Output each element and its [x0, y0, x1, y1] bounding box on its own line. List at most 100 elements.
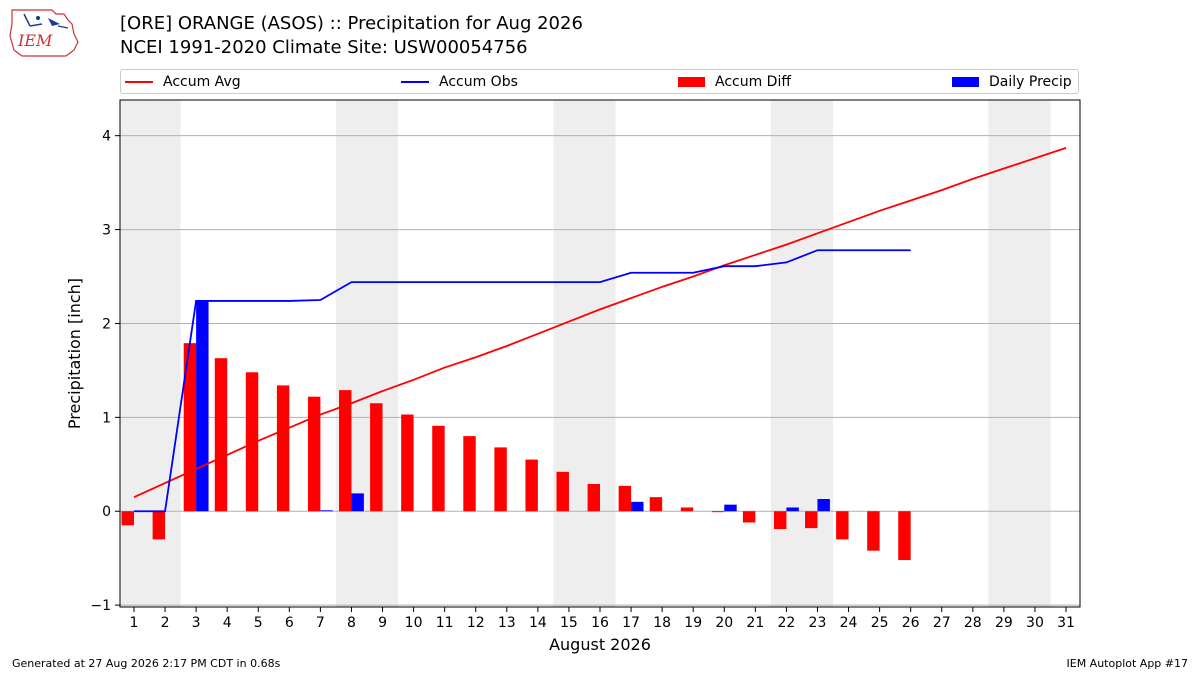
x-tick-label: 19: [684, 615, 702, 631]
accum-diff-bar: [711, 511, 725, 513]
accum-diff-bar: [245, 372, 259, 512]
accum-diff-swatch: [678, 77, 705, 87]
accum-diff-bar: [618, 485, 632, 512]
accum-diff-bar: [587, 484, 600, 512]
daily-precip-swatch: [952, 77, 979, 87]
footer-generated: Generated at 27 Aug 2026 2:17 PM CDT in …: [12, 657, 281, 670]
daily-precip-bar: [786, 507, 799, 512]
x-tick-label: 1: [130, 615, 139, 631]
weekend-band: [770, 100, 834, 607]
accum-diff-bar: [339, 390, 352, 512]
y-tick-label: −1: [90, 598, 111, 614]
legend-label-accum-obs: Accum Obs: [439, 74, 518, 90]
iem-logo: IEM: [9, 9, 79, 57]
title-line-2: NCEI 1991-2020 Climate Site: USW00054756: [120, 37, 528, 58]
daily-precip-bar: [196, 300, 209, 512]
accum-diff-bar: [401, 414, 414, 512]
logo-text: IEM: [17, 31, 53, 50]
y-tick-label: 4: [102, 129, 111, 145]
weekend-band: [553, 100, 616, 607]
accum-diff-bar: [742, 511, 756, 523]
x-tick-label: 26: [902, 615, 920, 631]
accum-diff-bar: [432, 425, 445, 512]
accum-obs-line: [133, 249, 911, 513]
accum-diff-bar: [370, 403, 383, 512]
x-tick-label: 20: [715, 615, 733, 631]
accum-diff-bar: [463, 436, 476, 512]
accum-diff-bar: [307, 396, 321, 512]
accum-avg-line: [133, 147, 1067, 498]
x-tick-label: 15: [560, 615, 578, 631]
x-tick-label: 8: [347, 615, 356, 631]
x-tick-label: 2: [161, 615, 170, 631]
x-tick-label: 16: [591, 615, 609, 631]
weekend-band: [988, 100, 1051, 607]
x-tick-label: 6: [285, 615, 294, 631]
accum-diff-bar: [649, 497, 663, 512]
x-tick-label: 5: [254, 615, 263, 631]
weekend-band: [335, 100, 399, 607]
x-tick-label: 10: [405, 615, 423, 631]
legend-label-daily-precip: Daily Precip: [989, 74, 1072, 90]
daily-precip-bar: [817, 499, 830, 512]
daily-precip-bar: [724, 504, 737, 512]
x-tick-label: 17: [622, 615, 640, 631]
chart-title: [ORE] ORANGE (ASOS) :: Precipitation for…: [120, 12, 583, 60]
accum-diff-bar: [152, 511, 166, 540]
accum-diff-bar: [898, 511, 911, 561]
accum-diff-bar: [214, 358, 228, 512]
x-tick-label: 14: [529, 615, 547, 631]
x-tick-label: 30: [1026, 615, 1044, 631]
x-tick-label: 25: [871, 615, 889, 631]
accum-avg-swatch: [125, 81, 153, 83]
accum-diff-bar: [494, 447, 507, 512]
accum-diff-bar: [525, 459, 538, 512]
x-tick-label: 4: [223, 615, 232, 631]
y-axis-label: Precipitation [inch]: [65, 278, 84, 429]
accum-diff-bar: [805, 511, 818, 529]
accum-diff-bar: [121, 511, 134, 526]
x-tick-label: 13: [498, 615, 516, 631]
y-tick-label: 2: [102, 316, 111, 332]
x-tick-label: 3: [192, 615, 201, 631]
y-tick-label: 1: [102, 410, 111, 426]
legend-item-accum-diff: Accum Diff: [678, 73, 791, 91]
accum-diff-bar: [867, 511, 880, 551]
legend-item-daily-precip: Daily Precip: [952, 73, 1072, 91]
x-tick-label: 7: [316, 615, 325, 631]
title-line-1: [ORE] ORANGE (ASOS) :: Precipitation for…: [120, 13, 583, 34]
x-tick-label: 11: [436, 615, 454, 631]
x-axis-label: August 2026: [549, 635, 651, 654]
x-tick-label: 23: [809, 615, 827, 631]
legend-item-accum-avg: Accum Avg: [125, 73, 241, 91]
accum-diff-bar: [183, 343, 197, 512]
accum-diff-bar: [773, 511, 787, 530]
daily-precip-bar: [631, 501, 644, 512]
x-tick-label: 28: [964, 615, 982, 631]
weekend-band: [120, 100, 181, 607]
legend-item-accum-obs: Accum Obs: [401, 73, 518, 91]
accum-obs-swatch: [401, 81, 429, 83]
x-tick-label: 24: [840, 615, 858, 631]
legend-label-accum-diff: Accum Diff: [715, 74, 792, 90]
accum-diff-bar: [680, 507, 694, 512]
legend-label-accum-avg: Accum Avg: [163, 74, 241, 90]
accum-diff-bar: [556, 471, 569, 512]
x-tick-label: 31: [1057, 615, 1075, 631]
x-tick-label: 18: [653, 615, 671, 631]
accum-diff-bar: [276, 385, 290, 512]
footer-app: IEM Autoplot App #17: [1066, 657, 1189, 670]
y-tick-label: 0: [102, 504, 111, 520]
daily-precip-bar: [320, 510, 333, 512]
legend: Accum Avg Accum Obs Accum Diff Daily Pre…: [120, 69, 1079, 94]
x-tick-label: 27: [933, 615, 951, 631]
x-tick-label: 21: [746, 615, 764, 631]
x-tick-label: 12: [467, 615, 485, 631]
x-tick-label: 22: [777, 615, 795, 631]
y-tick-label: 3: [102, 223, 111, 239]
accum-diff-bar: [836, 511, 849, 540]
x-tick-label: 29: [995, 615, 1013, 631]
daily-precip-bar: [351, 493, 364, 512]
x-tick-label: 9: [378, 615, 387, 631]
